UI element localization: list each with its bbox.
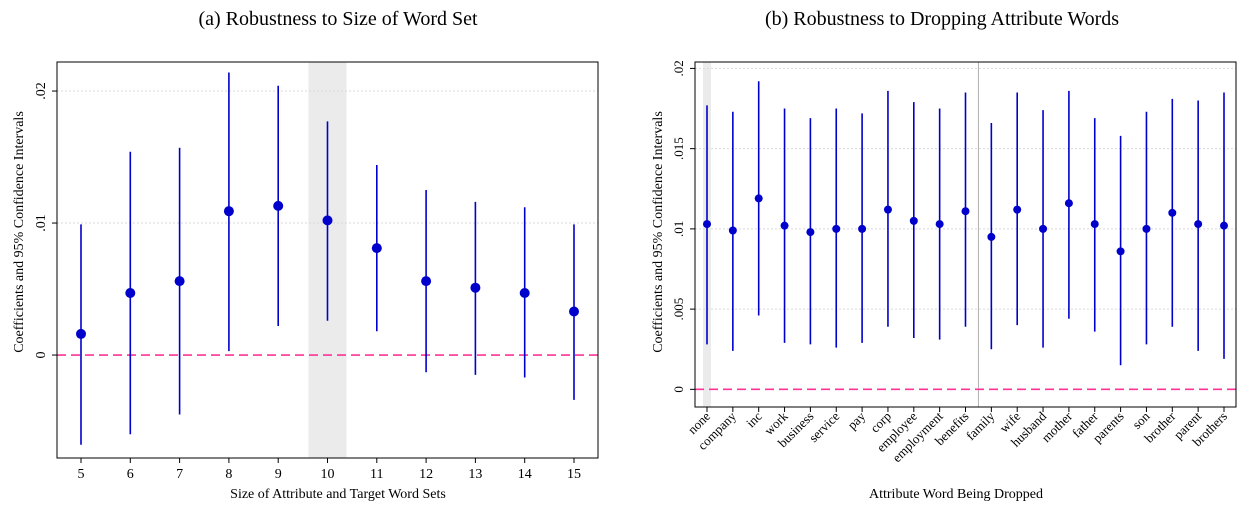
chart-robustness-size: (a) Robustness to Size of Word Set Size …	[12, 8, 599, 502]
x-tick-label: 10	[321, 467, 335, 482]
point-estimate	[223, 206, 234, 217]
x-tick-label: 12	[419, 467, 433, 482]
point-estimate	[470, 282, 481, 293]
point-estimate	[1116, 247, 1125, 256]
point-estimate	[76, 328, 86, 339]
point-estimate	[569, 306, 579, 317]
point-estimate	[728, 226, 737, 235]
y-tick-label: 0	[671, 386, 686, 393]
point-estimate	[1142, 224, 1151, 233]
y-tick-label: .02	[671, 60, 686, 76]
point-estimate	[174, 276, 185, 287]
x-tick-label: 11	[370, 467, 383, 482]
point-estimate	[883, 205, 892, 214]
y-tick-label: .005	[671, 298, 686, 321]
point-estimate	[987, 232, 996, 241]
x-tick-label: 13	[468, 467, 482, 482]
point-estimate	[909, 216, 918, 225]
point-estimate	[421, 276, 432, 287]
point-estimate	[858, 224, 867, 233]
chart-a-xlabel: Size of Attribute and Target Word Sets	[230, 487, 446, 502]
point-estimate	[371, 243, 382, 254]
y-tick-label: 0	[34, 352, 49, 359]
point-estimate	[1064, 199, 1073, 208]
chart-robustness-dropping: (b) Robustness to Dropping Attribute Wor…	[651, 8, 1237, 502]
point-estimate	[1039, 224, 1048, 233]
point-estimate	[125, 288, 136, 298]
x-tick-label: family	[963, 408, 998, 443]
point-estimate	[1090, 220, 1099, 229]
point-estimate	[273, 200, 284, 211]
x-tick-label: pay	[844, 408, 868, 432]
point-estimate	[322, 215, 333, 226]
chart-a-ylabel: Coefficients and 95% Confidence Interval…	[12, 111, 27, 353]
x-tick-label: mother	[1038, 408, 1075, 445]
point-estimate	[935, 220, 944, 229]
point-estimate	[961, 207, 970, 216]
x-tick-label: 5	[78, 467, 85, 482]
x-tick-label: 7	[176, 467, 183, 482]
chart-b-title: (b) Robustness to Dropping Attribute Wor…	[765, 8, 1119, 30]
point-estimate	[780, 221, 789, 230]
point-estimate	[703, 220, 711, 229]
x-tick-label: 14	[518, 467, 532, 482]
x-tick-label: 6	[127, 467, 134, 482]
point-estimate	[519, 288, 530, 298]
point-estimate	[1013, 205, 1022, 214]
chart-a-title: (a) Robustness to Size of Word Set	[198, 8, 478, 30]
chart-b-xlabel: Attribute Word Being Dropped	[869, 487, 1043, 502]
chart-b-ylabel: Coefficients and 95% Confidence Interval…	[651, 111, 666, 353]
y-tick-label: .01	[671, 221, 686, 237]
x-tick-label: 8	[225, 467, 232, 482]
y-tick-label: .015	[671, 137, 686, 160]
point-estimate	[754, 194, 763, 203]
point-estimate	[832, 224, 841, 233]
y-tick-label: .01	[34, 214, 49, 232]
point-estimate	[806, 228, 815, 237]
x-tick-label: 9	[275, 467, 282, 482]
point-estimate	[1168, 208, 1177, 217]
y-tick-label: .02	[34, 82, 49, 100]
point-estimate	[1220, 221, 1228, 230]
point-estimate	[1194, 220, 1203, 229]
x-tick-label: 15	[567, 467, 581, 482]
